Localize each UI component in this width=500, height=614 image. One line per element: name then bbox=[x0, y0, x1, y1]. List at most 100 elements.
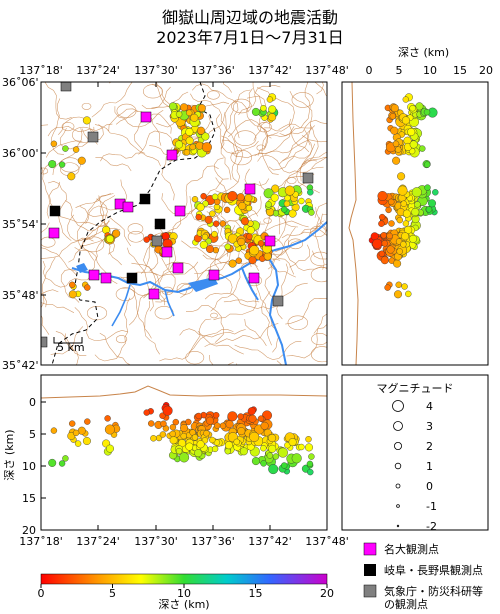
hypocenter bbox=[397, 185, 408, 196]
stations bbox=[41, 82, 314, 348]
epicenter bbox=[219, 220, 227, 227]
station-marker bbox=[60, 82, 72, 92]
hypocenter bbox=[159, 412, 166, 419]
epicenter bbox=[82, 116, 91, 125]
epicenters bbox=[48, 93, 315, 299]
epicenter bbox=[223, 206, 231, 214]
lat-depth-tick-label: 20 bbox=[479, 64, 493, 77]
lat-depth-hypocenters bbox=[368, 93, 439, 299]
epicenter bbox=[50, 140, 58, 148]
hypocenter bbox=[396, 248, 403, 255]
hypocenter bbox=[395, 146, 402, 153]
hypocenter bbox=[281, 462, 288, 469]
station-marker bbox=[140, 111, 152, 123]
epicenter bbox=[179, 103, 188, 112]
depth-lon-tick-label: 137˚42' bbox=[248, 535, 292, 548]
station-marker bbox=[264, 235, 276, 247]
hypocenter bbox=[386, 245, 395, 254]
hypocenter bbox=[268, 444, 277, 453]
epicenter bbox=[244, 193, 253, 202]
hypocenter bbox=[251, 457, 260, 466]
magnitude-legend-label: -1 bbox=[426, 500, 437, 513]
depth-lon-tick-label: 137˚18' bbox=[19, 535, 63, 548]
station-marker bbox=[161, 246, 173, 258]
hypocenter bbox=[268, 464, 279, 475]
hypocenter bbox=[414, 201, 421, 208]
station-marker bbox=[248, 272, 260, 284]
epicenter bbox=[200, 192, 207, 200]
epicenter bbox=[68, 290, 77, 299]
epicenter bbox=[228, 259, 237, 268]
map-lon-tick-label: 137˚48' bbox=[305, 64, 349, 77]
depth-section-frame bbox=[40, 374, 328, 531]
epicenter bbox=[224, 243, 231, 251]
epicenter bbox=[168, 102, 177, 111]
magnitude-legend-symbol bbox=[395, 483, 401, 489]
magnitude-legend-symbol bbox=[392, 400, 404, 412]
hypocenter bbox=[247, 407, 256, 416]
magnitude-legend-label: 4 bbox=[426, 400, 433, 413]
magnitude-legend-label: 1 bbox=[426, 460, 433, 473]
depth-tick-label: 0 bbox=[29, 396, 36, 409]
map-panel: 5 km 137˚18' 137˚24' 137˚30' 137˚36' 137˚42'… bbox=[2, 64, 349, 372]
hypocenter bbox=[175, 447, 183, 455]
hypocenter bbox=[386, 232, 393, 240]
magnitude-legend-label: -2 bbox=[426, 520, 437, 533]
magnitude-legend-label: 0 bbox=[426, 480, 433, 493]
hypocenter bbox=[48, 458, 57, 467]
depth-lon-tick-label: 137˚30' bbox=[134, 535, 178, 548]
lat-depth-ticks: 0 5 10 15 20 bbox=[366, 64, 494, 77]
station-marker bbox=[48, 227, 60, 239]
hypocenter bbox=[169, 436, 178, 445]
epicenter bbox=[249, 245, 260, 256]
hypocenter bbox=[268, 434, 277, 443]
hypocenter bbox=[68, 420, 76, 427]
hypocenter bbox=[305, 443, 314, 452]
epicenter bbox=[201, 132, 210, 141]
epicenter bbox=[72, 146, 80, 153]
epicenter bbox=[260, 104, 267, 112]
map-lon-tick-label: 137˚36' bbox=[191, 64, 235, 77]
hypocenter bbox=[380, 256, 389, 265]
hypocenter bbox=[169, 430, 176, 438]
hypocenter bbox=[400, 200, 407, 207]
hypocenter bbox=[239, 447, 248, 456]
magnitude-legend-symbol bbox=[396, 524, 400, 528]
hypocenter bbox=[104, 424, 115, 435]
epicenter bbox=[263, 252, 272, 261]
epicenter bbox=[205, 244, 214, 253]
hypocenter bbox=[409, 234, 418, 243]
map-lat-tick-label: 36˚00' bbox=[2, 147, 39, 160]
hypocenter bbox=[172, 418, 180, 426]
hypocenter bbox=[195, 412, 202, 420]
hypocenter bbox=[150, 435, 157, 442]
hypocenter bbox=[257, 415, 265, 422]
epicenter bbox=[195, 213, 202, 221]
hypocenter bbox=[402, 209, 411, 218]
depth-hypocenters bbox=[48, 402, 315, 476]
magnitude-legend: マグニチュード 4 3 2 1 0 -1 -2 bbox=[341, 374, 489, 533]
epicenter bbox=[281, 206, 288, 213]
hypocenter bbox=[185, 442, 194, 451]
hypocenter bbox=[384, 284, 391, 291]
hypocenter bbox=[411, 187, 422, 198]
hypocenter bbox=[219, 422, 227, 429]
hypocenter bbox=[237, 427, 246, 436]
map-lat-tick-label: 36˚06' bbox=[2, 76, 39, 89]
epicenter bbox=[196, 126, 205, 135]
hypocenter bbox=[298, 443, 305, 451]
hypocenter bbox=[249, 431, 260, 442]
hypocenter bbox=[428, 199, 437, 208]
hypocenter bbox=[405, 290, 412, 298]
epicenter bbox=[271, 184, 280, 193]
hypocenter bbox=[211, 445, 219, 453]
hypocenter bbox=[424, 161, 431, 168]
epicenter bbox=[204, 215, 213, 224]
hypocenter bbox=[401, 232, 410, 241]
epicenter bbox=[84, 284, 91, 291]
epicenter bbox=[175, 111, 183, 118]
hypocenter bbox=[423, 108, 431, 116]
epicenter bbox=[246, 233, 253, 240]
hypocenter bbox=[233, 438, 240, 446]
